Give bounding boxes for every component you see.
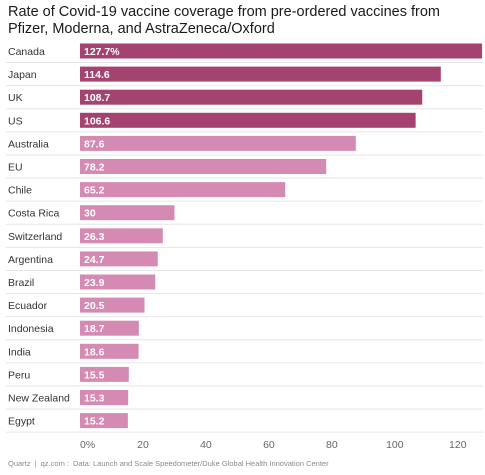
bar-value-label: 24.7: [84, 254, 105, 266]
bar-value-label: 87.6: [84, 138, 105, 150]
bar: [80, 343, 139, 359]
bar-value-label: 65.2: [84, 185, 105, 197]
bar: [80, 89, 423, 105]
category-label: EU: [8, 162, 23, 174]
bar: [80, 251, 158, 267]
category-label: Japan: [8, 69, 37, 81]
bar-value-label: 20.5: [84, 300, 105, 312]
bar: [80, 228, 163, 244]
bar: [80, 66, 441, 82]
footer-source: Data: Launch and Scale Speedometer/Duke …: [73, 459, 329, 468]
x-tick-label: 60: [263, 439, 275, 451]
category-label: Peru: [8, 369, 30, 381]
category-label: India: [8, 346, 31, 358]
bar: [80, 413, 128, 429]
chart-title: Rate of Covid-19 vaccine coverage from p…: [8, 4, 440, 37]
bar: [80, 390, 129, 405]
category-label: US: [8, 115, 23, 127]
category-label: Argentina: [8, 254, 53, 266]
category-label: Australia: [8, 138, 49, 150]
x-tick-label: 100: [386, 439, 404, 451]
bar-value-label: 30: [84, 208, 96, 220]
bar-value-label: 18.6: [84, 346, 105, 358]
x-tick-label: 120: [449, 439, 467, 451]
x-axis: 0% 20 40 60 80 100 120: [80, 439, 467, 451]
bar: [80, 43, 483, 59]
bar-value-label: 23.9: [84, 277, 105, 289]
x-tick-label: 20: [137, 439, 149, 451]
bar-value-label: 108.7: [84, 92, 110, 104]
chart-rows: Canada 127.7% Japan 114.6 UK 108.7 US 106.6 Aust…: [6, 43, 483, 433]
bar-value-label: 78.2: [84, 162, 105, 174]
category-label: Chile: [8, 185, 32, 197]
bar: [80, 205, 175, 221]
category-label: Canada: [8, 46, 45, 58]
x-tick-label: 40: [200, 439, 212, 451]
x-tick-label: 80: [326, 439, 338, 451]
bar: [80, 297, 145, 313]
bar: [80, 320, 139, 336]
bar-value-label: 15.5: [84, 369, 105, 381]
bar: [80, 274, 156, 290]
category-label: New Zealand: [8, 393, 70, 405]
bar-value-label: 15.2: [84, 416, 105, 428]
footer-brand: Quartz: [8, 459, 31, 468]
bar: [80, 135, 356, 151]
category-label: Ecuador: [8, 300, 48, 312]
category-label: Indonesia: [8, 323, 54, 335]
category-label: UK: [8, 92, 23, 104]
bar: [80, 112, 416, 128]
category-label: Brazil: [8, 277, 34, 289]
bar-value-label: 15.3: [84, 393, 105, 405]
bar-value-label: 26.3: [84, 231, 105, 243]
bar-value-label: 114.6: [84, 69, 110, 81]
source-footer: Quartz | qz.com: Data: Launch and Scale …: [8, 459, 329, 468]
bar: [80, 159, 327, 174]
bar: [80, 366, 129, 382]
bar-value-label: 127.7%: [84, 46, 120, 58]
x-tick-label: 0%: [80, 439, 95, 451]
category-label: Switzerland: [8, 231, 62, 243]
bar-value-label: 106.6: [84, 115, 110, 127]
category-label: Egypt: [8, 416, 35, 428]
footer-site: qz.com: [40, 459, 65, 468]
bar: [80, 182, 286, 198]
bar-value-label: 18.7: [84, 323, 105, 335]
category-label: Costa Rica: [8, 208, 60, 220]
